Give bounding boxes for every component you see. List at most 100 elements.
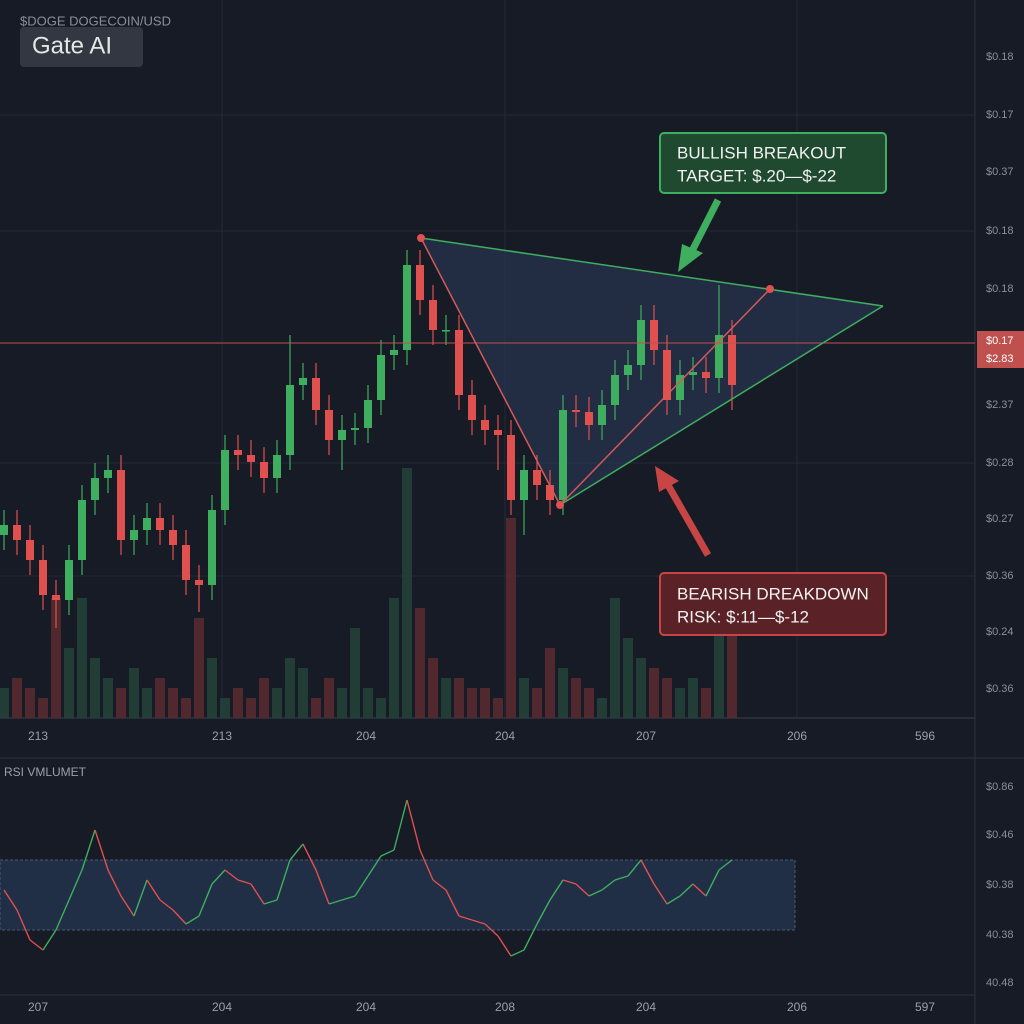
volume-bar — [649, 668, 659, 718]
volume-bar — [220, 698, 230, 718]
rsi-segment — [133, 879, 148, 917]
time-label: 213 — [212, 729, 232, 743]
volume-bar — [545, 648, 555, 718]
volume-bar — [350, 628, 360, 718]
volume-bar — [688, 678, 698, 718]
volume-bar — [90, 658, 100, 718]
volume-bar — [168, 688, 178, 718]
candle-body — [507, 435, 515, 500]
volume-bar — [480, 688, 490, 718]
rsi-segment — [614, 875, 629, 881]
rsi-segment — [172, 909, 187, 925]
rsi-segment — [510, 949, 525, 957]
rsi-segment — [393, 799, 408, 851]
price-tag-box — [977, 331, 1024, 368]
candle-body — [546, 485, 554, 500]
rsi-axis-label: $0.86 — [986, 781, 1014, 793]
rsi-segment — [549, 879, 564, 901]
rsi-time-label: 204 — [212, 1000, 232, 1014]
candle-body — [91, 478, 99, 500]
rsi-axis-label: $0.38 — [986, 879, 1014, 891]
volume-bar — [0, 688, 9, 718]
volume-bar — [103, 678, 113, 718]
time-label: 213 — [28, 729, 48, 743]
rsi-segment — [159, 899, 174, 911]
volume-bar — [662, 678, 672, 718]
volume-bar — [207, 658, 217, 718]
pivot-points — [417, 234, 774, 509]
rsi-segment — [640, 859, 655, 885]
volume-bar — [116, 688, 126, 718]
volume-bar — [51, 598, 61, 718]
volume-bar — [636, 658, 646, 718]
rsi-segment — [367, 855, 382, 877]
volume-bar — [428, 658, 438, 718]
candle-body — [403, 265, 411, 350]
time-label: 207 — [636, 729, 656, 743]
rsi-segment — [185, 915, 200, 925]
candle-body — [312, 378, 320, 410]
rsi-segment — [328, 899, 343, 905]
volume-bar — [467, 688, 477, 718]
candle-body — [533, 470, 541, 485]
volume-bar — [584, 688, 594, 718]
candle-body — [429, 300, 437, 330]
volume-bar — [402, 468, 412, 718]
volume-bar — [259, 678, 269, 718]
volume-bar — [64, 648, 74, 718]
candle-body — [494, 430, 502, 435]
rsi-segment — [653, 883, 668, 905]
volume-bar — [337, 688, 347, 718]
logo-box — [20, 27, 143, 67]
rsi-segment — [146, 879, 161, 901]
candle-body — [663, 350, 671, 400]
candle-body — [130, 530, 138, 540]
rsi-segment — [55, 899, 70, 931]
time-label: 206 — [787, 729, 807, 743]
time-label: 596 — [915, 729, 935, 743]
rsi-segment — [81, 829, 96, 871]
triangle-pattern — [421, 238, 883, 505]
bull-title: BULLISH BREAKOUT — [677, 143, 846, 162]
candle-body — [481, 420, 489, 430]
volume-bar — [324, 678, 334, 718]
rsi-segment — [666, 895, 681, 905]
volume-bar — [142, 688, 152, 718]
volume-bar — [38, 698, 48, 718]
volume-layer — [0, 468, 737, 718]
volume-bar — [285, 658, 295, 718]
rsi-layer — [3, 799, 733, 957]
rsi-segment — [380, 849, 395, 857]
price-label: $2.37 — [986, 399, 1014, 411]
rsi-segment — [718, 859, 733, 871]
candle-body — [104, 470, 112, 478]
rsi-time-label: 204 — [356, 1000, 376, 1014]
candle-body — [442, 330, 450, 332]
volume-bar — [181, 698, 191, 718]
candle-body — [416, 265, 424, 300]
volume-bar — [623, 638, 633, 718]
candle-body — [585, 412, 593, 425]
bear-title: BEARISH DREAKDOWN — [677, 584, 869, 603]
volume-bar — [25, 688, 35, 718]
volume-bar — [519, 678, 529, 718]
candle-body — [325, 410, 333, 440]
rsi-segment — [68, 869, 83, 901]
candle-body — [715, 335, 723, 378]
rsi-segment — [276, 859, 291, 901]
rsi-segment — [29, 939, 44, 951]
rsi-segment — [562, 879, 577, 885]
bear-arrow — [655, 466, 712, 557]
rsi-segment — [627, 859, 642, 877]
price-label: $0.36 — [986, 683, 1014, 695]
trendlines — [420, 237, 884, 506]
rsi-segment — [432, 879, 447, 891]
candle-body — [13, 525, 21, 540]
rsi-segment — [198, 883, 213, 917]
rsi-segment — [3, 889, 18, 911]
volume-bar — [493, 698, 503, 718]
volume-bar — [415, 608, 425, 718]
price-tag: $0.17 — [986, 335, 1014, 347]
volume-bar — [194, 618, 204, 718]
volume-bar — [311, 698, 321, 718]
